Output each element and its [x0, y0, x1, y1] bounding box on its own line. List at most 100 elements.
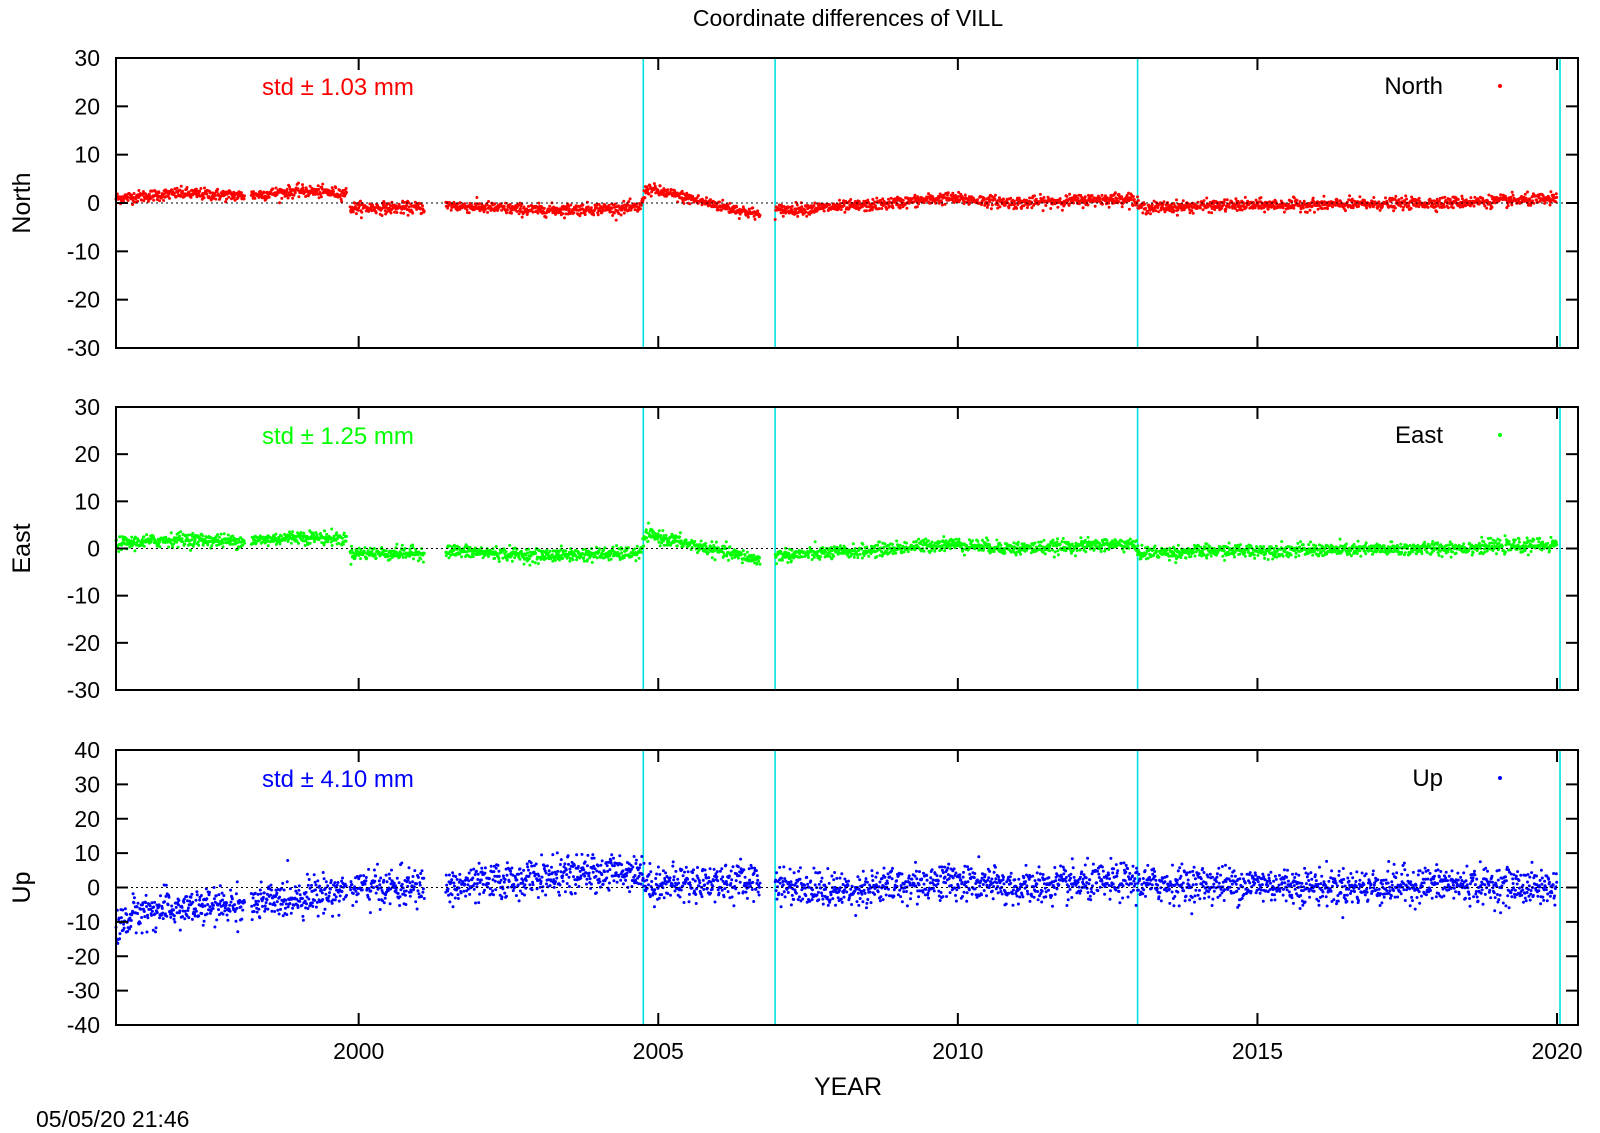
data-point [349, 552, 352, 555]
data-point [892, 206, 895, 209]
data-point [756, 209, 759, 212]
data-point [313, 540, 316, 543]
data-point [1452, 206, 1455, 209]
data-point [223, 532, 226, 535]
data-point [611, 207, 614, 210]
data-point [653, 182, 656, 185]
data-point [1132, 195, 1135, 198]
data-point [890, 197, 893, 200]
data-point [1077, 197, 1080, 200]
data-point [998, 205, 1001, 208]
data-point [871, 198, 874, 201]
data-point [445, 554, 448, 557]
data-point [423, 210, 426, 213]
data-point [620, 214, 623, 217]
data-point [448, 544, 451, 547]
data-point [640, 551, 643, 554]
data-point [648, 192, 651, 195]
data-point [876, 544, 879, 547]
data-point [227, 196, 230, 199]
data-point [325, 533, 328, 536]
data-point [297, 187, 300, 190]
data-point [1357, 205, 1360, 208]
data-point [511, 560, 514, 563]
data-point [1149, 212, 1152, 215]
data-point [1528, 198, 1531, 201]
data-point [545, 216, 548, 219]
data-point [1549, 190, 1552, 193]
data-point [472, 555, 475, 558]
data-point [709, 198, 712, 201]
data-point [914, 194, 917, 197]
data-point [201, 534, 204, 537]
legend-label: North [1384, 73, 1443, 100]
data-point [945, 539, 948, 542]
data-point [1154, 209, 1157, 212]
data-point [1322, 195, 1325, 198]
data-point [130, 536, 133, 539]
data-point [190, 538, 193, 541]
data-point [290, 542, 293, 545]
data-point [175, 541, 178, 544]
data-point [1418, 197, 1421, 200]
data-point [986, 206, 989, 209]
data-point [549, 550, 552, 553]
data-point [1394, 195, 1397, 198]
data-point [654, 532, 657, 535]
data-point [623, 212, 626, 215]
data-point [1030, 206, 1033, 209]
data-point [899, 544, 902, 547]
data-point [590, 206, 593, 209]
data-point [1226, 198, 1229, 201]
data-point [288, 185, 291, 188]
data-point [596, 556, 599, 559]
data-point [801, 555, 804, 558]
data-point [814, 540, 817, 543]
data-point [731, 557, 734, 560]
data-point [401, 544, 404, 547]
data-point [187, 534, 190, 537]
data-point [1084, 195, 1087, 198]
data-point [243, 197, 246, 200]
data-point [958, 538, 961, 541]
data-point [746, 551, 749, 554]
data-series-north [115, 182, 1559, 222]
data-point [173, 192, 176, 195]
data-point [1132, 204, 1135, 207]
data-point [168, 197, 171, 200]
data-point [782, 215, 785, 218]
data-point [302, 532, 305, 535]
data-point [374, 554, 377, 557]
data-point [666, 188, 669, 191]
data-point [1417, 205, 1420, 208]
data-point [178, 535, 181, 538]
data-point [387, 555, 390, 558]
data-point [1491, 206, 1494, 209]
data-point [711, 556, 714, 559]
data-point [495, 545, 498, 548]
data-point [381, 214, 384, 217]
data-point [1543, 202, 1546, 205]
data-point [293, 194, 296, 197]
data-point [838, 199, 841, 202]
data-point [493, 557, 496, 560]
data-point [357, 209, 360, 212]
data-point [554, 559, 557, 562]
data-point [759, 214, 762, 217]
data-point [505, 550, 508, 553]
data-series-east [115, 522, 1559, 567]
data-point [755, 563, 758, 566]
data-point [905, 207, 908, 210]
data-point [927, 539, 930, 542]
data-point [158, 199, 161, 202]
data-point [389, 558, 392, 561]
data-point [119, 535, 122, 538]
data-point [731, 553, 734, 556]
data-point [757, 560, 760, 563]
data-point [676, 192, 679, 195]
data-point [532, 211, 535, 214]
data-point [843, 211, 846, 214]
data-point [1228, 206, 1231, 209]
data-point [158, 540, 161, 543]
data-point [1507, 204, 1510, 207]
